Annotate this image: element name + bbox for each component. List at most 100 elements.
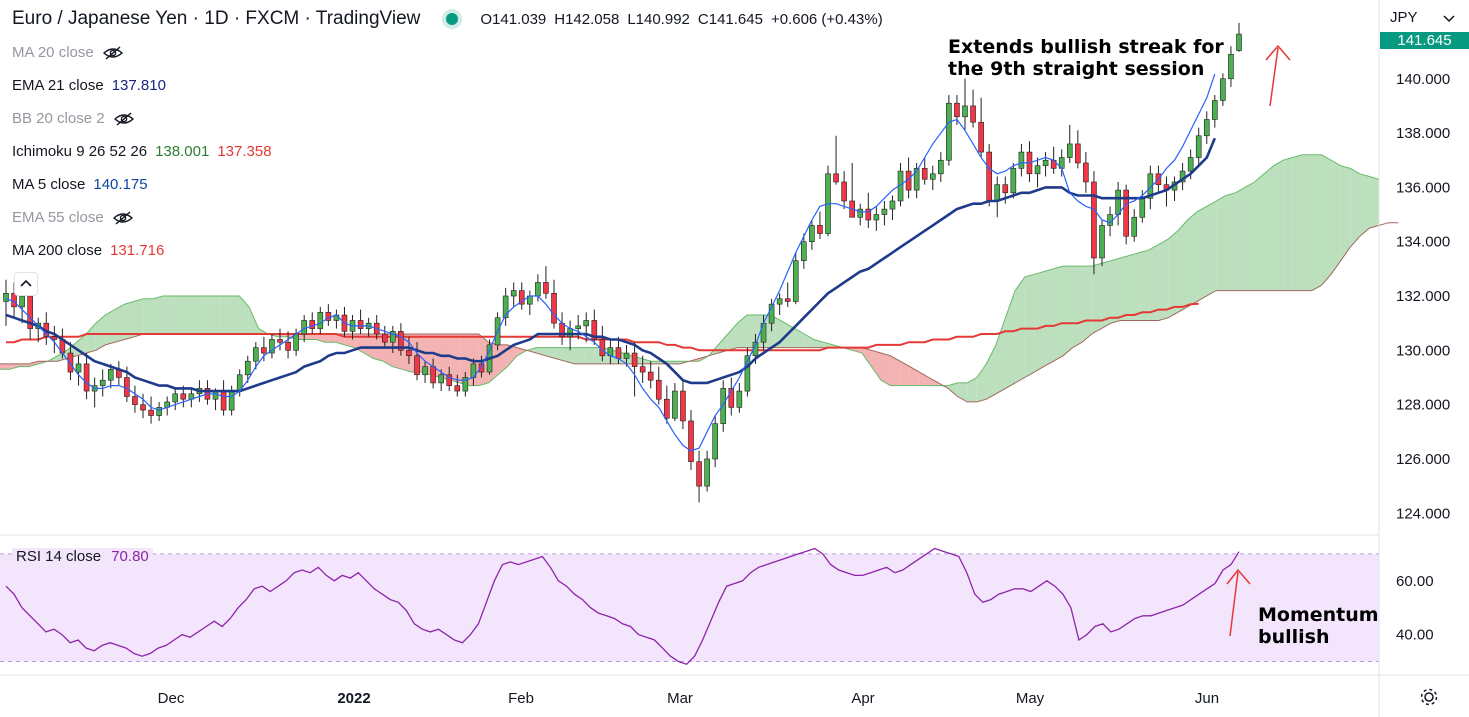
candle (736, 382, 743, 413)
candle-body (446, 374, 453, 386)
price-tick-label: 128.000 (1396, 397, 1450, 414)
high-value: H142.058 (554, 10, 620, 28)
candle (91, 377, 98, 408)
candle-body (954, 102, 960, 118)
candle-body (1203, 119, 1210, 137)
eye-crossed-icon[interactable] (112, 210, 134, 225)
indicator-row[interactable]: MA 5 close 140.175 (12, 176, 148, 193)
candle-body (478, 363, 485, 373)
symbol-title[interactable]: Euro / Japanese Yen · 1D · FXCM · Tradin… (12, 8, 421, 29)
rsi-arrow-head (1226, 568, 1251, 585)
cloud-segment (1225, 192, 1236, 291)
candle (1220, 73, 1226, 106)
candle (277, 328, 283, 351)
cloud-segment (718, 334, 728, 354)
candle (285, 331, 291, 359)
candle-body (591, 320, 598, 340)
candle-body (809, 225, 815, 243)
cloud-segment (0, 363, 10, 370)
cloud-segment (1177, 219, 1188, 313)
cloud-segment (1254, 173, 1265, 291)
candle-body (414, 355, 420, 376)
candle (1228, 46, 1234, 87)
rsi-band (0, 553, 1379, 662)
candle-body (712, 423, 718, 460)
indicator-value-2: 137.358 (217, 143, 272, 160)
chevron-down-icon (1443, 15, 1455, 23)
candle (1083, 152, 1089, 193)
candle-body (1187, 157, 1194, 172)
candle (809, 219, 815, 250)
cloud-segment (1369, 176, 1379, 229)
cloud-segment (114, 304, 125, 343)
cloud-segment (948, 382, 958, 397)
settings-button[interactable] (1418, 686, 1440, 713)
price-annotation: Extends bullish streak for the 9th strai… (948, 36, 1224, 80)
candle (680, 380, 686, 430)
candle-body (946, 102, 952, 161)
cloud-segment (220, 296, 230, 335)
cloud-segment (1321, 154, 1332, 286)
indicator-row[interactable]: MA 20 close (12, 44, 124, 61)
currency-selector[interactable]: JPY (1380, 0, 1469, 36)
price-tick-label: 130.000 (1396, 342, 1450, 359)
candle (244, 355, 251, 383)
collapse-legend-button[interactable] (14, 272, 38, 296)
candle (938, 152, 944, 182)
low-value: L140.992 (627, 10, 690, 28)
cloud-segment (1062, 266, 1073, 356)
cloud-segment (1359, 173, 1370, 237)
moving-averages (5, 73, 1217, 452)
candle-body (889, 200, 896, 210)
candle-body (462, 377, 469, 392)
cloud-segment (1331, 160, 1341, 275)
cloud-segment (986, 344, 996, 400)
candle (913, 162, 920, 199)
candle-body (1083, 162, 1089, 183)
indicator-row[interactable]: EMA 21 close 137.810 (12, 77, 166, 94)
cloud-segment (823, 342, 834, 348)
candle-body (543, 282, 549, 294)
candle-body (736, 390, 743, 408)
candle (510, 282, 517, 307)
candlestick-series (3, 22, 1242, 503)
cloud-segment (555, 347, 566, 362)
cloud-segment (995, 317, 1006, 394)
candle (99, 369, 106, 397)
price-annotation-line-2: the 9th straight session (948, 58, 1205, 80)
candle-body (760, 322, 767, 343)
cloud-segment (1292, 154, 1303, 291)
candle-body (309, 320, 316, 329)
candle (591, 309, 598, 345)
cloud-segment (1350, 168, 1360, 248)
indicator-row[interactable]: Ichimoku 9 26 52 26 138.001 137.358 (12, 143, 272, 160)
candle-body (1042, 159, 1049, 166)
candle (962, 78, 968, 131)
candle (518, 282, 525, 310)
candle-body (148, 409, 154, 416)
candle-body (261, 347, 267, 354)
candle-body (986, 151, 992, 202)
candle-body (1034, 165, 1041, 175)
cloud-segment (1053, 266, 1063, 362)
cloud-segment (201, 296, 211, 335)
cloud-segment (1091, 263, 1102, 335)
candle-body (518, 290, 525, 305)
indicator-row[interactable]: MA 200 close 131.716 (12, 242, 164, 259)
candle (75, 355, 82, 386)
cloud-segment (1024, 274, 1035, 378)
candle-body (398, 331, 404, 351)
rsi-label: RSI 14 close (16, 548, 102, 565)
candle-body (285, 341, 291, 351)
candle-body (833, 173, 839, 183)
indicator-row[interactable]: EMA 55 close (12, 209, 134, 226)
eye-crossed-icon[interactable] (102, 45, 124, 60)
eye-crossed-icon[interactable] (113, 111, 135, 126)
cloud-segment (124, 301, 135, 340)
candle-body (865, 208, 872, 221)
candle (672, 382, 678, 421)
candle-body (857, 208, 864, 218)
indicator-row[interactable]: BB 20 close 2 (12, 110, 135, 127)
candle (1203, 111, 1210, 144)
